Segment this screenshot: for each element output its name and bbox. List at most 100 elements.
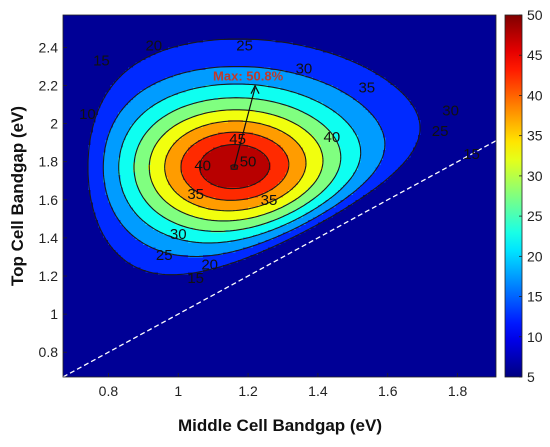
heat-cell [76,50,79,53]
heat-cell [271,60,274,63]
heat-cell [341,60,344,63]
heat-cell [426,68,429,71]
heat-cell [468,23,471,26]
heat-cell [446,25,449,28]
heat-cell [148,20,151,23]
heat-cell [171,55,174,58]
heat-cell [118,65,121,68]
heat-cell [386,53,389,56]
heat-cell [221,40,224,43]
heat-cell [398,58,401,61]
heat-cell [93,43,96,46]
heat-cell [453,68,456,71]
heat-cell [171,23,174,26]
heat-cell [231,25,234,28]
heat-cell [208,63,211,66]
heat-cell [436,20,439,23]
heat-cell [476,48,479,51]
heat-cell [81,60,84,63]
heat-cell [218,63,221,66]
heat-cell [353,25,356,28]
heat-cell [208,58,211,61]
heat-cell [361,28,364,31]
heat-cell [158,18,161,21]
heat-cell [456,15,459,18]
heat-cell [211,45,214,48]
heat-cell [471,68,474,71]
heat-cell [378,43,381,46]
heat-cell [118,58,121,61]
heat-cell [141,25,144,28]
heat-cell [66,33,69,36]
heat-cell [306,23,309,26]
heat-cell [383,48,386,51]
heat-cell [383,45,386,48]
heat-cell [481,38,484,41]
heat-cell [413,68,416,71]
heat-cell [476,60,479,63]
heat-cell [398,63,401,66]
heat-cell [156,28,159,31]
heat-cell [88,60,91,63]
heat-cell [328,43,331,46]
heat-cell [143,15,146,18]
heat-cell [368,43,371,46]
heat-cell [441,43,444,46]
heat-cell [363,63,366,66]
heat-cell [176,53,179,56]
heat-cell [443,55,446,58]
heat-cell [413,28,416,31]
heat-cell [356,65,359,68]
heat-cell [463,38,466,41]
heat-cell [103,40,106,43]
heat-cell [346,65,349,68]
heat-cell [453,33,456,36]
heat-cell [451,60,454,63]
heat-cell [306,20,309,23]
heat-cell [273,53,276,56]
heat-cell [433,60,436,63]
heat-cell [198,50,201,53]
heat-cell [426,43,429,46]
heat-cell [223,33,226,36]
heat-cell [341,33,344,36]
heat-cell [428,45,431,48]
heat-cell [178,60,181,63]
heat-cell [331,50,334,53]
heat-cell [448,53,451,56]
heat-cell [333,40,336,43]
heat-cell [331,20,334,23]
heat-cell [238,20,241,23]
heat-cell [386,63,389,66]
heat-cell [363,60,366,63]
heat-cell [316,60,319,63]
heat-cell [78,35,81,38]
heat-cell [111,50,114,53]
heat-cell [478,48,481,51]
heat-cell [78,55,81,58]
heat-cell [468,25,471,28]
heat-cell [118,55,121,58]
heat-cell [478,40,481,43]
heat-cell [388,60,391,63]
heat-cell [363,15,366,18]
heat-cell [331,43,334,46]
heat-cell [413,18,416,21]
heat-cell [408,58,411,61]
heat-cell [351,38,354,41]
heat-cell [133,25,136,28]
heat-cell [441,28,444,31]
heat-cell [356,48,359,51]
heat-cell [118,25,121,28]
heat-cell [428,53,431,56]
heat-cell [211,28,214,31]
heat-cell [111,33,114,36]
heat-cell [383,58,386,61]
heat-cell [338,15,341,18]
heat-cell [473,45,476,48]
heat-cell [438,35,441,38]
heat-cell [441,53,444,56]
heat-cell [458,65,461,68]
heat-cell [396,45,399,48]
heat-cell [223,55,226,58]
